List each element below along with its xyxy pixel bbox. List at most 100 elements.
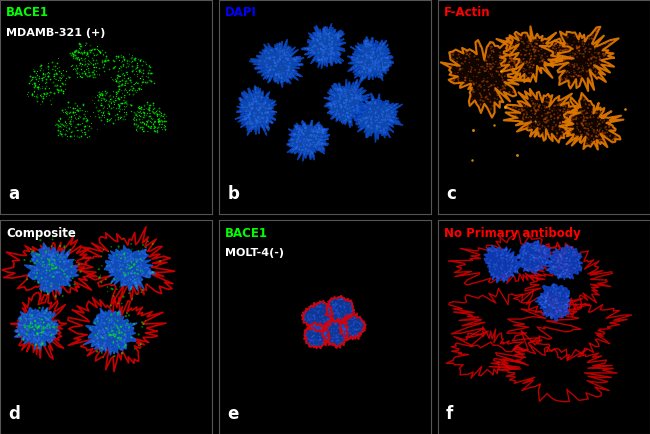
- Point: [320, 317, 331, 324]
- Point: [140, 247, 151, 254]
- Point: [536, 299, 546, 306]
- Point: [148, 270, 159, 276]
- Point: [53, 275, 64, 282]
- Point: [541, 289, 552, 296]
- Point: [378, 107, 389, 114]
- Point: [358, 48, 369, 55]
- Point: [448, 49, 459, 56]
- Point: [42, 285, 52, 292]
- Point: [344, 113, 355, 120]
- Point: [497, 255, 507, 262]
- Point: [130, 279, 140, 286]
- Point: [340, 325, 350, 332]
- Point: [124, 312, 134, 319]
- Point: [511, 57, 521, 64]
- Point: [235, 114, 245, 121]
- Point: [349, 107, 359, 114]
- Point: [320, 335, 330, 342]
- Point: [542, 42, 552, 49]
- Point: [262, 61, 272, 68]
- Point: [319, 35, 330, 42]
- Point: [320, 55, 330, 62]
- Point: [592, 145, 603, 152]
- Point: [283, 64, 294, 71]
- Point: [378, 127, 389, 134]
- Point: [335, 86, 345, 93]
- Point: [318, 325, 329, 332]
- Point: [308, 152, 318, 159]
- Point: [86, 46, 96, 53]
- Point: [88, 66, 99, 73]
- Point: [365, 115, 376, 122]
- Point: [338, 318, 348, 325]
- Point: [506, 58, 517, 65]
- Point: [265, 66, 275, 73]
- Point: [51, 71, 61, 78]
- Point: [517, 250, 527, 257]
- Point: [564, 130, 574, 137]
- Point: [79, 61, 89, 68]
- Point: [114, 334, 124, 341]
- Point: [376, 56, 386, 62]
- Point: [500, 59, 511, 66]
- Point: [586, 51, 597, 58]
- Point: [356, 46, 366, 53]
- Point: [362, 123, 372, 130]
- Point: [353, 326, 363, 332]
- Point: [90, 56, 101, 63]
- Point: [72, 121, 82, 128]
- Point: [348, 321, 359, 328]
- Point: [579, 41, 590, 48]
- Point: [569, 116, 579, 123]
- Point: [549, 102, 559, 109]
- Point: [587, 125, 597, 132]
- Point: [303, 138, 313, 145]
- Point: [601, 52, 611, 59]
- Point: [98, 310, 109, 317]
- Point: [49, 323, 60, 330]
- Point: [502, 252, 513, 259]
- Point: [66, 115, 76, 122]
- Point: [114, 82, 124, 89]
- Point: [519, 250, 529, 256]
- Point: [539, 303, 549, 310]
- Point: [559, 250, 569, 257]
- Point: [576, 131, 586, 138]
- Point: [134, 108, 144, 115]
- Point: [551, 40, 561, 47]
- Point: [540, 299, 550, 306]
- Point: [333, 334, 343, 341]
- Point: [155, 257, 165, 264]
- Point: [488, 60, 499, 67]
- Point: [136, 126, 147, 133]
- Point: [266, 105, 277, 112]
- Point: [377, 112, 387, 119]
- Point: [523, 124, 533, 131]
- Point: [65, 117, 75, 124]
- Point: [307, 51, 318, 58]
- Point: [332, 116, 343, 123]
- Point: [339, 303, 350, 310]
- Point: [574, 103, 584, 110]
- Point: [560, 68, 571, 75]
- Point: [532, 121, 543, 128]
- Point: [300, 140, 310, 147]
- Point: [36, 342, 47, 349]
- Point: [303, 315, 313, 322]
- Point: [532, 246, 542, 253]
- Point: [332, 305, 343, 312]
- Point: [367, 96, 378, 103]
- Point: [562, 101, 572, 108]
- Point: [343, 113, 354, 120]
- Point: [92, 70, 102, 77]
- Point: [20, 320, 31, 327]
- Point: [302, 142, 312, 149]
- Point: [135, 279, 145, 286]
- Point: [569, 63, 579, 70]
- Point: [28, 338, 38, 345]
- Point: [100, 345, 110, 352]
- Point: [316, 326, 326, 332]
- Point: [143, 117, 153, 124]
- Point: [363, 65, 374, 72]
- Point: [261, 105, 271, 112]
